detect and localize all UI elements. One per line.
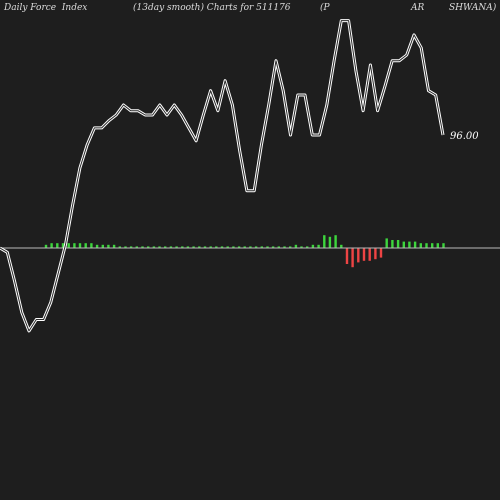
positive-bar [232,246,235,248]
positive-bar [340,244,343,248]
positive-bar [169,246,173,248]
positive-bar [249,246,252,248]
positive-bar [112,244,116,248]
positive-bar [141,246,144,248]
chart-title-ar: AR [411,3,425,13]
positive-bar [266,246,269,248]
positive-bar [283,246,286,248]
positive-bar [215,246,218,248]
positive-bar [118,246,121,248]
positive-bar [84,243,87,248]
chart-title-middle: (13day smooth) Charts for 511176 [133,3,291,13]
positive-bar [391,240,394,248]
negative-bar [362,248,366,261]
positive-bar [289,246,292,248]
positive-bar [186,246,190,248]
positive-bar [413,241,417,248]
force-index-line [0,19,445,333]
chart-title-right: SHWANA) [449,3,497,13]
positive-bar [56,243,59,248]
positive-bar [209,246,212,248]
positive-bar [175,246,178,248]
positive-bar [50,243,53,248]
positive-bar [67,243,70,248]
negative-bar [368,248,371,261]
positive-bar [431,243,434,248]
chart-title-p: (P [320,3,330,13]
force-index-line-core [0,20,444,332]
negative-bar [351,248,354,268]
positive-bar [385,238,388,248]
positive-bar [408,241,411,248]
positive-bar [306,246,309,248]
positive-bar [254,246,258,248]
positive-bar [61,243,65,248]
positive-bar [425,243,428,248]
positive-bar [243,246,246,248]
positive-bar [95,244,99,248]
negative-bar [379,248,383,258]
negative-bar [357,248,360,263]
positive-bar [294,244,298,248]
positive-bar [260,246,263,248]
chart-title-left: Daily Force Index [4,3,88,13]
negative-bar [345,248,349,264]
positive-bar [436,243,439,248]
positive-bar [78,243,82,248]
positive-bar [101,244,104,248]
positive-bar [203,246,207,248]
positive-bar [220,246,224,248]
positive-bar [402,241,405,248]
positive-bar [44,244,48,248]
positive-bar [317,244,320,248]
positive-bar [158,246,161,248]
positive-bar [198,246,201,248]
positive-bar [164,246,167,248]
positive-bar [124,246,127,248]
positive-bar [442,243,445,248]
positive-bar [323,235,326,248]
positive-bar [226,246,229,248]
positive-bar [181,246,184,248]
positive-bar [192,246,195,248]
positive-bar [152,246,156,248]
positive-bar [90,243,93,248]
positive-bar [396,240,400,248]
positive-bar [419,243,422,248]
negative-bar [374,248,377,260]
positive-bar [73,243,76,248]
positive-bar [271,246,275,248]
positive-bar [334,235,337,248]
positive-bar [237,246,241,248]
positive-bar [147,246,150,248]
positive-bar [311,244,315,248]
positive-bar [277,246,280,248]
histogram-bars [44,235,445,268]
positive-bar [328,236,332,248]
positive-bar [129,246,133,248]
positive-bar [135,246,138,248]
positive-bar [107,244,110,248]
last-value-label: 96.00 [450,131,479,142]
positive-bar [300,246,303,248]
